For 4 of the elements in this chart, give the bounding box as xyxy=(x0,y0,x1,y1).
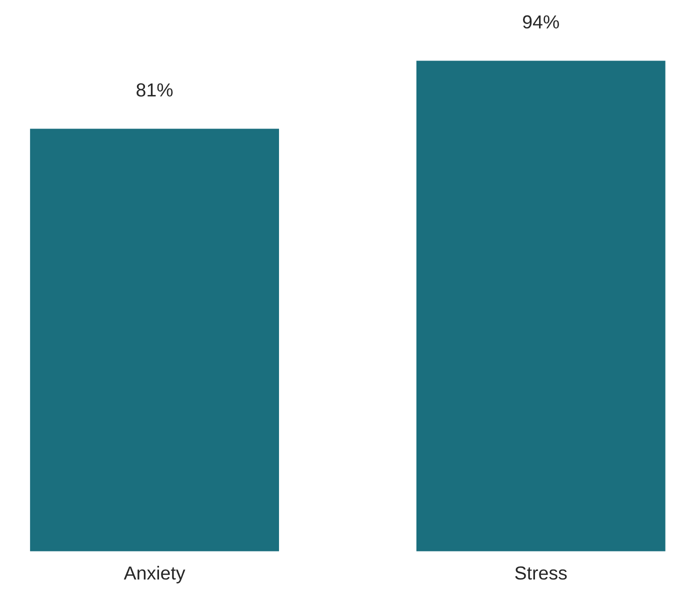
x-tick-label: Anxiety xyxy=(124,566,186,584)
data-label: 81% xyxy=(136,83,173,97)
data-label: 94% xyxy=(522,15,559,29)
x-tick-label: Stress xyxy=(515,566,567,580)
